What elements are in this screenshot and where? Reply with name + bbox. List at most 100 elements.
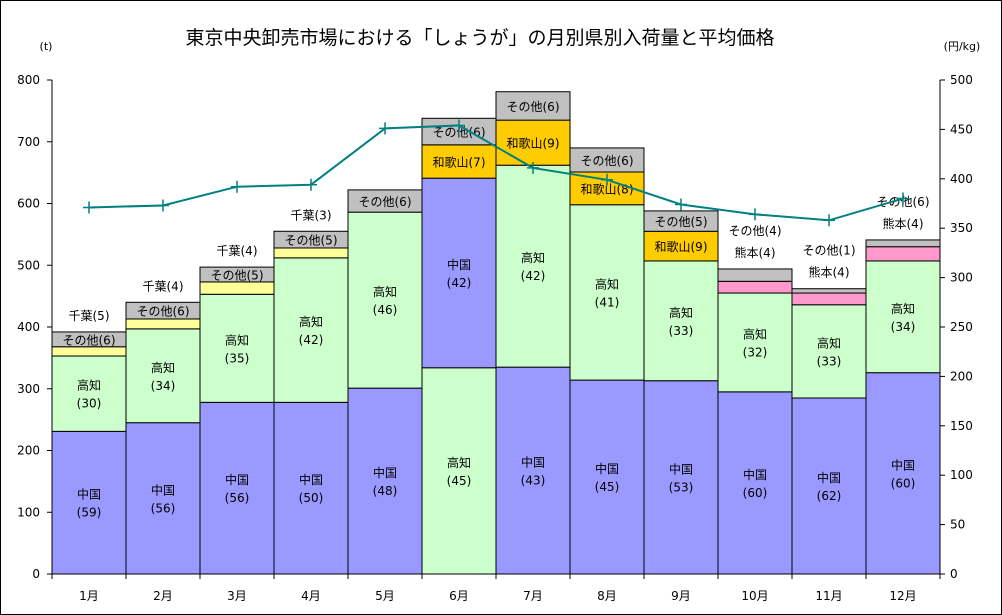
x-tick-label: 10月 <box>741 589 768 603</box>
data-label: (33) <box>817 354 842 368</box>
bar-segment <box>199 281 275 295</box>
data-label: 和歌山(7) <box>433 155 486 170</box>
chart-title: 東京中央卸売市場における「しょうが」の月別県別入荷量と平均価格 <box>185 27 774 49</box>
x-tick-label: 12月 <box>889 589 916 603</box>
price-marker <box>897 192 909 205</box>
bar-segment <box>643 380 719 575</box>
bar-segment <box>791 288 867 294</box>
bar-segment <box>791 397 867 575</box>
bar-segment <box>495 366 571 575</box>
data-label: 中国 <box>669 461 693 476</box>
data-label: (62) <box>817 489 842 503</box>
price-marker <box>749 208 761 221</box>
left-tick-label: 200 <box>17 444 40 458</box>
data-label: 高知 <box>151 360 175 375</box>
data-label: 高知 <box>521 250 545 265</box>
data-label: (42) <box>521 269 546 283</box>
right-tick-label: 250 <box>950 320 973 334</box>
x-tick-label: 9月 <box>671 589 691 603</box>
data-label: (42) <box>447 276 472 290</box>
data-label: 中国 <box>299 472 323 487</box>
x-tick-label: 11月 <box>815 589 842 603</box>
price-marker <box>305 178 317 191</box>
right-tick-label: 450 <box>950 122 973 136</box>
data-label: 高知 <box>225 332 249 347</box>
right-tick-label: 100 <box>950 468 973 482</box>
price-marker <box>601 173 613 186</box>
bar-segment <box>791 292 867 306</box>
x-tick-label: 2月 <box>153 589 173 603</box>
bar-segment <box>865 239 941 248</box>
bar-segment <box>643 210 719 232</box>
left-tick-label: 800 <box>17 73 40 87</box>
bar-segment <box>125 328 201 424</box>
price-line <box>88 124 904 222</box>
data-label: 熊本(4) <box>809 265 850 280</box>
data-label: 中国 <box>891 457 915 472</box>
bar-segment <box>347 387 423 575</box>
bar-segment <box>569 147 645 173</box>
data-label: (50) <box>299 491 324 505</box>
data-label: 中国 <box>447 257 471 272</box>
data-label: 中国 <box>151 482 175 497</box>
x-tick-label: 4月 <box>301 589 321 603</box>
left-tick-label: 600 <box>17 197 40 211</box>
data-label: 和歌山(9) <box>655 239 708 254</box>
right-tick-label: 350 <box>950 221 973 235</box>
data-label: (60) <box>743 486 768 500</box>
left-tick-label: 0 <box>32 567 40 581</box>
data-label: (59) <box>77 506 102 520</box>
bar-segment <box>421 177 497 369</box>
bar-segment <box>273 247 349 259</box>
price-marker <box>83 201 95 214</box>
bar-segment <box>51 346 127 357</box>
bar-segment <box>125 318 201 330</box>
bar-segment <box>421 367 497 575</box>
x-tick-label: 7月 <box>523 589 543 603</box>
data-label: (53) <box>669 480 694 494</box>
data-label: 熊本(4) <box>735 245 776 260</box>
bar-segment <box>569 379 645 575</box>
bar-segment <box>495 91 571 121</box>
left-tick-label: 500 <box>17 258 40 272</box>
price-marker <box>823 214 835 227</box>
data-label: 中国 <box>521 455 545 470</box>
data-label: (34) <box>151 379 176 393</box>
data-label: 千葉(4) <box>217 244 258 258</box>
bar-segment <box>865 372 941 575</box>
data-label: 高知 <box>817 335 841 350</box>
data-label: その他(5) <box>655 215 708 229</box>
data-label: (33) <box>669 324 694 338</box>
data-label: (45) <box>447 474 472 488</box>
bar-segment <box>273 401 349 575</box>
data-label: その他(6) <box>507 100 560 114</box>
bar-segment <box>347 211 423 389</box>
price-marker <box>379 122 391 135</box>
right-axis-unit: (円/kg) <box>944 40 981 53</box>
data-label: (35) <box>225 351 250 365</box>
right-tick-label: 400 <box>950 172 973 186</box>
data-label: 高知 <box>447 455 471 470</box>
price-marker <box>675 198 687 211</box>
data-label: (43) <box>521 474 546 488</box>
right-tick-label: 300 <box>950 271 973 285</box>
data-label: その他(6) <box>433 126 486 140</box>
data-label: (34) <box>891 320 916 334</box>
data-label: 高知 <box>743 326 767 341</box>
data-label: (42) <box>299 333 324 347</box>
right-tick-label: 150 <box>950 419 973 433</box>
data-label: 千葉(5) <box>69 309 110 323</box>
data-label: (45) <box>595 480 620 494</box>
data-label: 中国 <box>225 472 249 487</box>
x-tick-label: 3月 <box>227 589 247 603</box>
data-label: (56) <box>151 501 176 515</box>
data-label: (32) <box>743 345 768 359</box>
data-label: 千葉(4) <box>143 279 184 293</box>
bar-segment <box>51 355 127 432</box>
data-label: 高知 <box>77 378 101 393</box>
left-tick-label: 400 <box>17 320 40 334</box>
bar-segment <box>717 391 793 575</box>
data-label: 中国 <box>77 487 101 502</box>
bar-segment <box>865 260 941 374</box>
x-tick-label: 6月 <box>449 589 469 603</box>
